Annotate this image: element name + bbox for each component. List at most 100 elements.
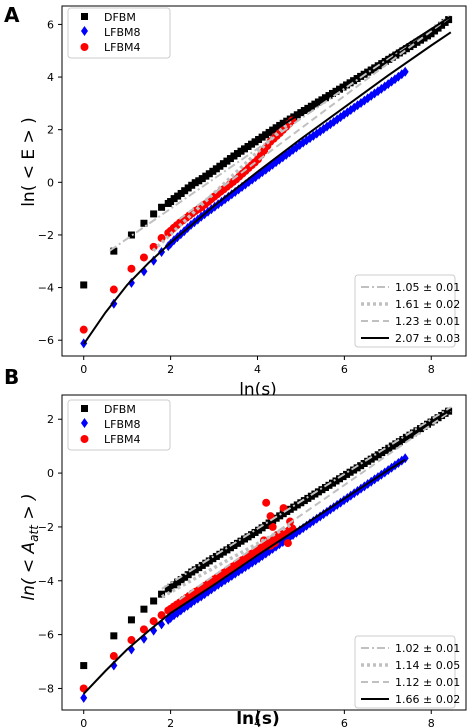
dfbm-point <box>279 510 287 518</box>
dfbm-point <box>150 597 158 605</box>
fit-legend-a: 1.05 ± 0.01 1.61 ± 0.02 1.23 ± 0.01 2.07… <box>354 274 460 348</box>
dfbm-point <box>388 53 396 61</box>
fit-line-dotted <box>161 522 294 599</box>
lfbm8-point <box>320 124 328 135</box>
y-tick-label: 0 <box>47 176 54 189</box>
dfbm-point <box>293 501 301 509</box>
dfbm-point <box>290 503 298 511</box>
legend-text-lfbm8: LFBM8 <box>104 26 141 39</box>
lfbm4-point <box>127 264 136 273</box>
plot-inner <box>79 406 453 703</box>
dfbm-point <box>269 126 277 134</box>
legend-marker-lfbm4 <box>80 43 89 51</box>
dfbm-point <box>346 79 354 87</box>
plot-inner <box>79 14 453 349</box>
dfbm-point <box>158 590 166 598</box>
dfbm-point <box>248 140 256 148</box>
fit-line-solid <box>252 15 452 146</box>
dfbm-point <box>110 632 118 640</box>
dfbm-point <box>191 179 199 187</box>
lfbm4-point <box>109 285 118 294</box>
dfbm-point <box>198 175 206 183</box>
dfbm-point <box>219 160 227 168</box>
legend-fit-3: 1.23 ± 0.01 <box>395 315 460 328</box>
fit-legend-b: 1.02 ± 0.01 1.14 ± 0.05 1.12 ± 0.01 1.66… <box>354 635 460 709</box>
marker-legend-a: DFBM LFBM8 LFBM4 <box>67 7 171 59</box>
dfbm-point <box>276 512 284 520</box>
dfbm-point <box>233 150 241 158</box>
dfbm-point <box>110 247 118 255</box>
fit-line-solid <box>82 458 406 695</box>
panel-label-b: B <box>4 365 19 389</box>
dfbm-point <box>230 152 238 160</box>
dfbm-point <box>223 157 231 165</box>
fit-line-dashed <box>178 410 452 601</box>
dfbm-point <box>158 203 166 211</box>
fit-line-dashed <box>178 15 452 221</box>
dfbm-point <box>307 492 315 500</box>
dfbm-point <box>300 497 308 505</box>
lfbm4-point <box>139 625 148 634</box>
dfbm-point <box>297 499 305 507</box>
fit-line-solid <box>165 408 452 590</box>
legend-fit-1: 1.05 ± 0.01 <box>395 281 460 294</box>
y-tick-label: −2 <box>38 521 54 534</box>
legend-fit-2-b: 1.14 ± 0.05 <box>395 659 460 672</box>
panel-label-a: A <box>4 3 20 27</box>
chart-panel-b: B ln(s) ln( < Aatt > ) 0 2 4 6 8 −8 −6 −4 −2 0 2 D… <box>4 365 467 728</box>
x-tick-label: 0 <box>80 363 87 376</box>
dfbm-point <box>265 128 273 136</box>
y-tick-label: −6 <box>38 334 54 347</box>
lfbm8-point <box>80 692 88 703</box>
y-tick-label: 6 <box>47 18 54 31</box>
y-tick-label: −6 <box>38 629 54 642</box>
dfbm-point <box>167 198 175 206</box>
dfbm-point <box>177 189 185 197</box>
dfbm-point <box>140 219 148 227</box>
dfbm-point <box>343 81 351 89</box>
legend-marker-dfbm-b <box>81 405 88 412</box>
dfbm-point <box>431 27 439 35</box>
dfbm-point <box>364 68 372 76</box>
dfbm-point <box>195 177 203 185</box>
fit-line-dashdot <box>161 406 452 590</box>
dfbm-point <box>258 133 266 141</box>
legend-marker-dfbm <box>81 13 88 20</box>
legend-text-dfbm: DFBM <box>104 11 136 24</box>
dfbm-point <box>424 32 432 40</box>
fit-line-dotted <box>151 117 294 252</box>
dfbm-point <box>276 121 284 129</box>
dfbm-point <box>216 162 224 170</box>
dfbm-point <box>378 60 386 68</box>
legend-text-lfbm8-b: LFBM8 <box>104 418 141 431</box>
legend-text-lfbm4: LFBM4 <box>104 41 141 54</box>
dfbm-point <box>441 18 449 26</box>
dfbm-point <box>392 51 400 59</box>
dfbm-point <box>350 77 358 85</box>
lfbm8-point <box>110 660 118 671</box>
lfbm4-point <box>139 253 148 262</box>
dfbm-point <box>167 583 175 591</box>
marker-legend-b: DFBM LFBM8 LFBM4 <box>67 399 171 451</box>
dfbm-point <box>427 30 435 38</box>
dfbm-point <box>434 24 442 32</box>
dfbm-point <box>127 231 135 239</box>
y-tick-label: −4 <box>38 282 54 295</box>
dfbm-point <box>438 21 446 29</box>
dfbm-point <box>304 494 312 502</box>
legend-text-dfbm-b: DFBM <box>104 403 136 416</box>
y-tick-label: −4 <box>38 575 54 588</box>
dfbm-point <box>181 187 189 195</box>
dfbm-point <box>212 165 220 173</box>
x-tick-label: 2 <box>167 363 174 376</box>
lfbm8-point <box>150 255 158 266</box>
legend-marker-lfbm8-b <box>81 418 88 428</box>
y-axis-label-b: ln( < Aatt > ) <box>19 493 41 600</box>
x-tick-label: 8 <box>428 363 435 376</box>
dfbm-point <box>226 155 234 163</box>
dfbm-point <box>174 192 182 200</box>
legend-fit-1-b: 1.02 ± 0.01 <box>395 642 460 655</box>
dfbm-point <box>150 210 158 218</box>
dfbm-point <box>402 45 410 53</box>
